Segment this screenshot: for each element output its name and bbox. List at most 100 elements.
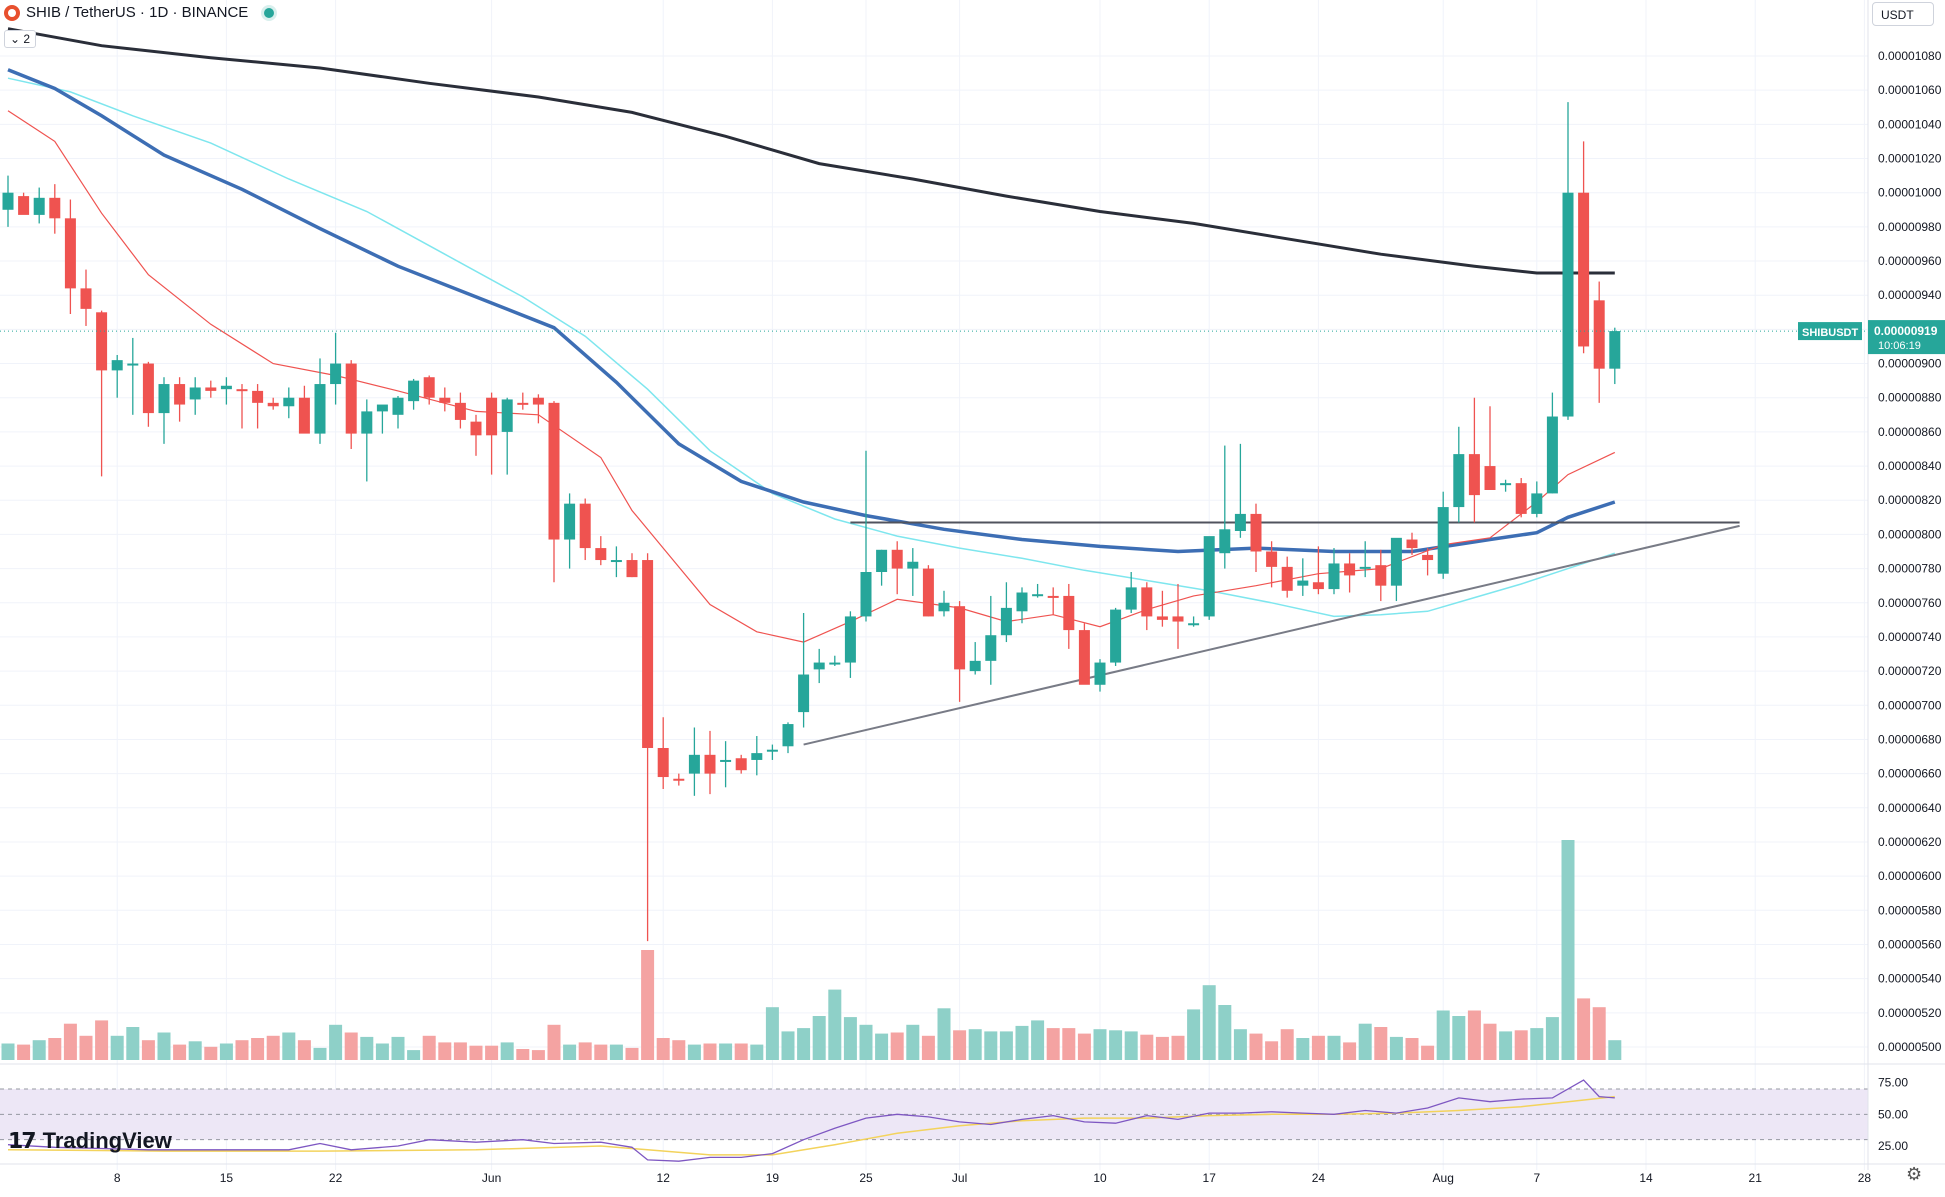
- last-price-label: 0.00000919: [1874, 324, 1938, 338]
- candle-body: [1500, 483, 1512, 486]
- symbol-tag-label: SHIBUSDT: [1802, 327, 1859, 339]
- volume-bar: [1218, 1005, 1232, 1060]
- volume-bar: [344, 1032, 358, 1060]
- volume-bar: [1405, 1038, 1419, 1060]
- price-tick-label: 0.00001000: [1878, 186, 1942, 200]
- candle-body: [236, 389, 248, 392]
- volume-bar: [1062, 1028, 1076, 1060]
- candle-body: [423, 377, 435, 398]
- volume-bar: [219, 1043, 233, 1060]
- candle-body: [1437, 507, 1449, 574]
- time-axis: 8 15 22 Jun 12 19 25 Jul 10 17 24 Aug 7 14 21 28: [0, 1163, 1945, 1185]
- candle-body: [470, 421, 482, 436]
- volume-bar: [1093, 1029, 1107, 1060]
- candle-body: [361, 411, 373, 434]
- volume-bar: [1124, 1031, 1138, 1060]
- candle-body: [1406, 539, 1418, 549]
- gear-icon[interactable]: ⚙: [1906, 1164, 1923, 1184]
- price-axis: 0.00001080 0.00001060 0.00001040 0.00001020…: [0, 0, 1945, 1170]
- candle-body: [314, 384, 326, 434]
- volume-bar: [110, 1035, 124, 1060]
- volume-bar: [297, 1040, 311, 1060]
- volume-bar: [329, 1024, 343, 1060]
- time-tick-label: 25: [859, 1171, 873, 1185]
- volume-bar: [594, 1044, 608, 1060]
- candle-body: [80, 288, 92, 309]
- time-tick-label: Jul: [952, 1171, 967, 1185]
- price-tick-label: 0.00000780: [1878, 562, 1942, 576]
- candle-body: [985, 635, 997, 661]
- candle-body: [408, 380, 420, 402]
- volume-bar: [703, 1043, 717, 1060]
- candle-body: [1453, 454, 1465, 508]
- candle-body: [891, 549, 903, 569]
- candle-body: [595, 548, 607, 561]
- price-tick-label: 0.00000740: [1878, 630, 1942, 644]
- candle-body: [704, 754, 716, 774]
- candle-body: [1094, 662, 1106, 685]
- indicator-count: 2: [23, 32, 31, 46]
- volume-bar: [375, 1043, 389, 1060]
- currency-button[interactable]: USDT: [1872, 2, 1934, 26]
- volume-bar: [500, 1042, 514, 1060]
- rsi-ma-line: [7, 1095, 1615, 1156]
- price-tick-label: 0.00000720: [1878, 664, 1942, 678]
- volume-bar: [1046, 1028, 1060, 1060]
- price-tick-label: 0.00000560: [1878, 937, 1942, 951]
- candle-body: [657, 747, 669, 778]
- candle-body: [517, 402, 529, 405]
- price-tick-label: 0.00000900: [1878, 357, 1942, 371]
- volume-bar: [1499, 1031, 1513, 1060]
- price-tick-label: 0.00000940: [1878, 288, 1942, 302]
- time-tick-label: 21: [1749, 1171, 1763, 1185]
- volume-bar: [407, 1050, 421, 1060]
- countdown-label: 10:06:19: [1878, 340, 1921, 352]
- volume-bar: [1452, 1016, 1466, 1060]
- indicator-toggle[interactable]: ⌄ 2: [4, 30, 37, 48]
- candle-body: [922, 568, 934, 617]
- volume-bar: [953, 1030, 967, 1060]
- candle-body: [938, 602, 950, 612]
- volume-bar: [95, 1020, 109, 1060]
- candle-body: [111, 360, 123, 371]
- moving-averages: [7, 27, 1616, 643]
- time-tick-label: 8: [114, 1171, 121, 1185]
- volume-bar: [797, 1028, 811, 1060]
- time-tick-label: 14: [1639, 1171, 1653, 1185]
- tradingview-mark-icon: 𝟭𝟳: [8, 1128, 37, 1153]
- volume-bar: [906, 1024, 920, 1060]
- symbol-title[interactable]: SHIB / TetherUS · 1D · BINANCE: [26, 4, 249, 21]
- candle-body: [1047, 595, 1059, 598]
- tradingview-logo[interactable]: 𝟭𝟳 TradingView: [8, 1128, 172, 1154]
- price-tick-label: 0.00000820: [1878, 493, 1942, 507]
- volume-bar: [625, 1047, 639, 1060]
- volume-bar: [1358, 1023, 1372, 1060]
- candle-body: [49, 197, 61, 219]
- volume-bar: [1249, 1033, 1263, 1060]
- volume-bar: [968, 1029, 982, 1060]
- volume-bar: [1327, 1035, 1341, 1060]
- volume-bar: [750, 1044, 764, 1060]
- time-tick-label: 17: [1203, 1171, 1217, 1185]
- candle-body: [564, 503, 576, 540]
- candle-body: [1562, 192, 1574, 417]
- price-tick-label: 0.00001060: [1878, 83, 1942, 97]
- candle-body: [829, 662, 841, 665]
- price-tick-label: 0.00000640: [1878, 801, 1942, 815]
- candle-body: [2, 192, 14, 210]
- ma-blue-line: [7, 68, 1616, 554]
- volume-bar: [1109, 1030, 1123, 1060]
- price-tick-label: 0.00000960: [1878, 254, 1942, 268]
- candle-body: [1203, 536, 1215, 617]
- candle-body: [1250, 513, 1262, 552]
- candle-body: [1141, 587, 1153, 617]
- candle-body: [1234, 513, 1246, 531]
- volume-bar: [1, 1043, 15, 1060]
- sma200-line: [7, 27, 1615, 275]
- candle-body: [1578, 192, 1590, 347]
- chart-header: SHIB / TetherUS · 1D · BINANCE: [4, 4, 275, 21]
- live-dot-icon: [264, 7, 275, 18]
- ascending-trendline: [803, 524, 1740, 746]
- volume-bar: [1389, 1036, 1403, 1060]
